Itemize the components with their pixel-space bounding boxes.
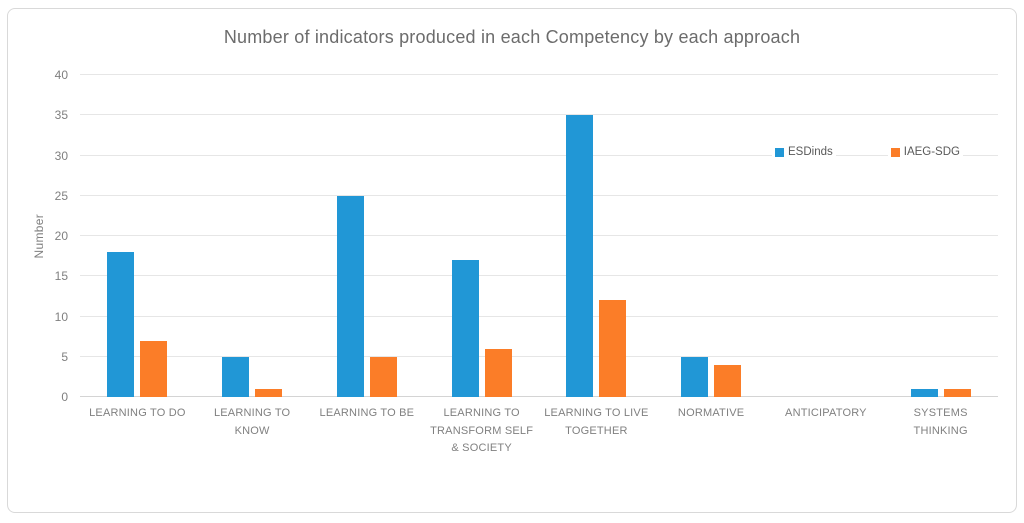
bar-iaeg-sdg <box>255 388 283 397</box>
bar-esdinds <box>107 252 135 397</box>
gridline <box>80 154 998 156</box>
bar-esdinds <box>451 260 479 397</box>
y-tick-label: 35 <box>54 108 68 123</box>
bar-esdinds <box>222 356 250 397</box>
bar-group <box>769 75 884 397</box>
bar-group <box>883 75 998 397</box>
bar-esdinds <box>336 195 364 397</box>
x-axis-category-label: LEARNING TO TRANSFORM SELF & SOCIETY <box>430 407 534 454</box>
gridline <box>80 275 998 277</box>
bar-group <box>424 75 539 397</box>
legend-swatch-icon <box>890 147 900 157</box>
bar-iaeg-sdg <box>943 388 971 397</box>
gridline <box>80 315 998 317</box>
bar-group <box>80 75 195 397</box>
bar-iaeg-sdg <box>599 300 627 397</box>
gridline <box>80 355 998 357</box>
y-tick-label: 5 <box>61 349 68 364</box>
bar-esdinds <box>681 356 709 397</box>
y-tick-label: 25 <box>54 188 68 203</box>
chart-title: Number of indicators produced in each Co… <box>223 27 801 47</box>
legend-label: ESDinds <box>788 146 833 158</box>
x-axis-category-label: NORMATIVE <box>677 407 745 419</box>
gridline <box>80 114 998 116</box>
x-axis-labels: LEARNING TO DO LEARNING TO KNOW LEARNING T… <box>80 405 998 458</box>
legend-entry: ESDinds <box>772 144 836 160</box>
legend-label: IAEG-SDG <box>903 146 960 158</box>
gridline <box>80 235 998 236</box>
y-tick-label: 10 <box>54 309 68 324</box>
bar-iaeg-sdg <box>714 364 742 397</box>
x-axis-category-label: LEARNING TO BE <box>319 407 415 419</box>
x-axis-line <box>80 396 998 397</box>
y-tick-label: 30 <box>54 148 68 163</box>
bar-groups <box>80 75 998 397</box>
y-tick-label: 15 <box>54 269 68 284</box>
y-tick-label: 0 <box>61 390 68 404</box>
bar-esdinds <box>910 388 938 397</box>
gridline <box>80 74 998 75</box>
bar-iaeg-sdg <box>369 356 397 397</box>
legend-entry: IAEG-SDG <box>887 144 963 160</box>
gridline <box>80 194 998 196</box>
bar-group <box>654 75 769 397</box>
bar-iaeg-sdg <box>140 340 168 397</box>
y-tick-label: 20 <box>54 229 68 243</box>
x-axis-category-label: LEARNING TO LIVE TOGETHER <box>544 407 649 437</box>
legend: ESDinds IAEG-SDG <box>772 144 963 160</box>
x-axis-category-label: LEARNING TO DO <box>89 407 186 419</box>
bar-group <box>310 75 425 397</box>
legend-swatch-icon <box>775 147 784 157</box>
x-axis-category-label: ANTICIPATORY <box>785 407 867 419</box>
bar-group <box>539 75 654 397</box>
y-tick-label: 40 <box>54 68 68 82</box>
bar-esdinds <box>566 115 594 397</box>
x-axis-category-label: SYSTEMS THINKING <box>913 407 968 437</box>
x-axis-category-label: LEARNING TO KNOW <box>213 407 291 437</box>
bar-group <box>195 75 310 397</box>
plot-area <box>80 74 998 397</box>
y-axis-tick-labels: 0 5 10 15 20 25 30 35 40 <box>0 68 68 404</box>
bar-iaeg-sdg <box>484 348 512 397</box>
